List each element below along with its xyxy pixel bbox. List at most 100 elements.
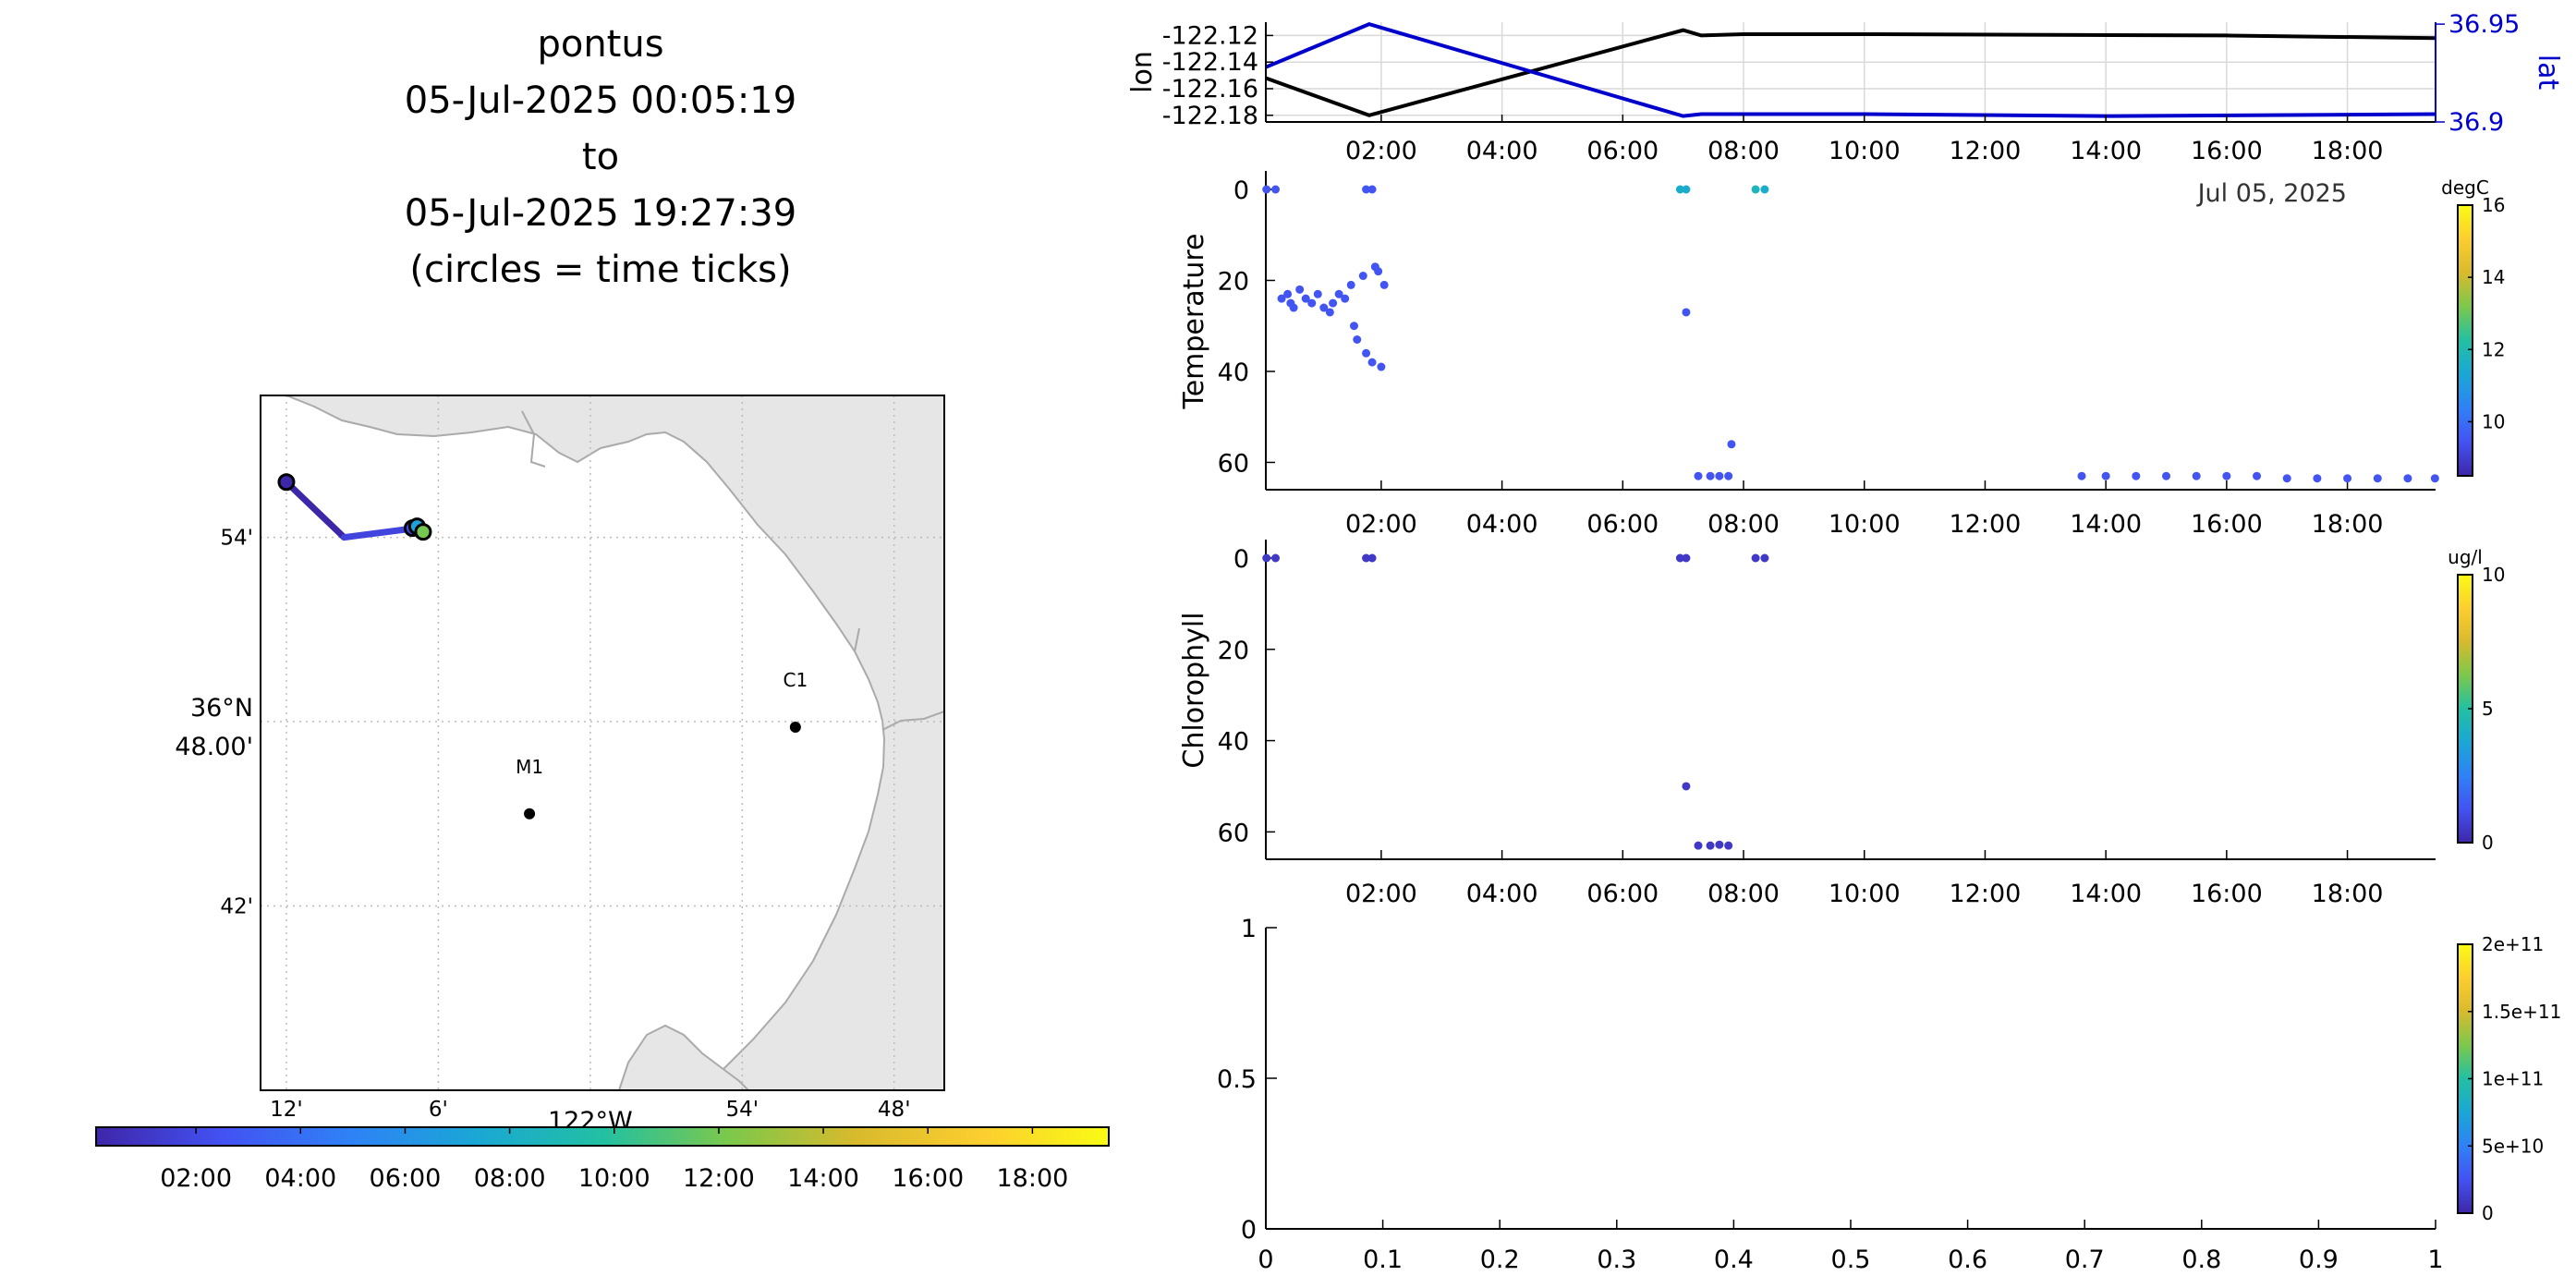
title-line-platform: pontus: [537, 23, 664, 66]
chlorophyll-colorbar-tick-label: 10: [2482, 564, 2505, 586]
temperature-y-tick-label: 40: [1218, 358, 1249, 387]
temperature-colorbar-tick-label: 12: [2482, 338, 2505, 360]
chlorophyll-data-point: [1362, 553, 1371, 563]
empty-panel: 0 0.5 1 0 0.1 0.2 0.3 0.4 0.5 0.6 0.7 0.8 0.9 1 0 5e+10…: [1217, 915, 2561, 1274]
chlorophyll-data-point: [1262, 553, 1271, 563]
chlorophyll-data-point: [1682, 553, 1691, 563]
chlorophyll-x-tick-label: 16:00: [2191, 880, 2263, 908]
lon-tick-label: -122.12: [1162, 21, 1258, 50]
temperature-data-point: [1377, 362, 1386, 371]
lonlat-x-tick-label: 10:00: [1829, 137, 1901, 165]
chlorophyll-data-point: [1751, 553, 1760, 563]
time-colorbar-tick-label: 06:00: [370, 1164, 442, 1193]
lon-tick-label: -122.18: [1162, 102, 1258, 130]
chlorophyll-data-point: [1760, 553, 1769, 563]
empty-x-tick-label: 0.2: [1480, 1245, 1520, 1274]
temperature-x-tick-label: 04:00: [1466, 510, 1538, 539]
lonlat-x-tick-label: 06:00: [1586, 137, 1659, 165]
title-line-start: 05-Jul-2025 00:05:19: [404, 79, 797, 122]
chlorophyll-x-tick-label: 12:00: [1950, 880, 2022, 908]
lonlat-x-tick-label: 02:00: [1345, 137, 1417, 165]
chlorophyll-x-tick-label: 04:00: [1466, 880, 1538, 908]
map-lon-tick-label: 54': [725, 1098, 759, 1122]
temperature-data-point: [1262, 185, 1271, 194]
chlorophyll-y-tick-label: 20: [1218, 637, 1249, 665]
time-colorbar-tick-label: 08:00: [474, 1164, 546, 1193]
time-colorbar-gradient: [95, 1126, 1110, 1147]
temperature-data-point: [2162, 471, 2171, 480]
mooring-markers: M1 C1: [516, 669, 808, 820]
chlorophyll-colorbar-tick-label: 0: [2482, 832, 2494, 854]
map-lat-tick-label: 54': [220, 527, 253, 551]
temperature-data-point: [2222, 471, 2231, 480]
chlorophyll-y-tick-label: 0: [1233, 545, 1249, 574]
temperature-data-point: [1289, 303, 1298, 312]
temperature-y-tick-label: 0: [1233, 176, 1249, 205]
temperature-data-point: [1341, 294, 1350, 303]
title-line-note: (circles = time ticks): [409, 249, 792, 291]
lon-lat-panel: -122.12-122.14-122.16-122.18 36.95 36.9 02:…: [1126, 10, 2564, 165]
temperature-data-point: [1325, 308, 1334, 317]
lon-series-line: [1265, 28, 2436, 117]
empty-x-tick-label: 1: [2427, 1245, 2443, 1274]
chlorophyll-colorbar-unit: ug/l: [2448, 546, 2483, 568]
chlorophyll-x-tick-label: 18:00: [2312, 880, 2384, 908]
chlorophyll-x-tick-label: 14:00: [2070, 880, 2142, 908]
chlorophyll-panel: 0 20 40 60 02:00 04:00 06:00 08:00 10:00 12:00 14:…: [1178, 540, 2505, 908]
temperature-data-point: [1724, 471, 1733, 480]
temperature-data-point: [1346, 280, 1355, 289]
chlorophyll-data-point: [1271, 553, 1281, 563]
river-pajaro: [854, 627, 860, 652]
temperature-data-point: [1313, 289, 1322, 298]
vehicle-track: [277, 473, 432, 541]
temperature-data-point: [1301, 294, 1310, 303]
track-segment: [340, 525, 419, 541]
temperature-colorbar-tick-label: 16: [2482, 194, 2505, 216]
temperature-data-point: [1358, 272, 1367, 281]
empty-x-tick-label: 0.1: [1363, 1245, 1403, 1274]
temperature-data-point: [1682, 308, 1691, 317]
chlorophyll-x-tick-label: 06:00: [1586, 880, 1659, 908]
time-colorbar-tick-label: 14:00: [787, 1164, 859, 1193]
empty-x-tick-label: 0.7: [2065, 1245, 2105, 1274]
river-salinas: [881, 711, 944, 731]
mooring-label: M1: [516, 756, 543, 778]
temperature-data-point: [1374, 267, 1383, 276]
temperature-data-point: [1760, 185, 1769, 194]
lonlat-x-tick-label: 04:00: [1466, 137, 1538, 165]
empty-x-tick-label: 0.5: [1831, 1245, 1871, 1274]
temperature-data-point: [1271, 185, 1281, 194]
chlorophyll-data-point: [1724, 841, 1733, 850]
temperature-y-tick-label: 20: [1218, 267, 1249, 296]
lat-tick-label: 36.9: [2448, 108, 2504, 137]
empty-x-tick-label: 0.6: [1948, 1245, 1987, 1274]
temperature-data-point: [1751, 185, 1760, 194]
temperature-data-point: [2192, 471, 2201, 480]
temperature-colorbar-unit: degC: [2441, 176, 2489, 199]
empty-x-tick-label: 0.4: [1714, 1245, 1754, 1274]
temperature-data-point: [1367, 358, 1377, 367]
temperature-x-tick-label: 06:00: [1586, 510, 1659, 539]
time-colorbar-tick-label: 04:00: [264, 1164, 336, 1193]
temperature-x-tick-label: 10:00: [1829, 510, 1901, 539]
temperature-data-point: [1334, 289, 1343, 298]
temperature-data-point: [2077, 471, 2086, 480]
temperature-data-point: [1349, 322, 1358, 331]
time-colorbar-tick-label: 12:00: [683, 1164, 755, 1193]
map-lon-tick-label: 12': [270, 1098, 303, 1122]
temperature-data-point: [1277, 294, 1286, 303]
title-line-end: 05-Jul-2025 19:27:39: [404, 192, 797, 235]
lonlat-x-tick-label: 14:00: [2070, 137, 2142, 165]
empty-x-tick-label: 0.9: [2299, 1245, 2339, 1274]
empty-colorbar-tick-label: 1.5e+11: [2482, 1001, 2561, 1023]
time-colorbar-tick-label: 10:00: [578, 1164, 650, 1193]
empty-x-tick-label: 0.8: [2181, 1245, 2221, 1274]
mooring-label: C1: [783, 669, 808, 691]
temperature-colorbar-tick-label: 14: [2482, 266, 2505, 288]
temperature-data-point: [2373, 474, 2382, 483]
chlorophyll-axis-label: Chlorophyll: [1178, 612, 1210, 768]
map-lat-tick-label: 36°N: [190, 694, 253, 723]
temperature-data-point: [1319, 303, 1329, 312]
lonlat-x-tick-label: 12:00: [1950, 137, 2022, 165]
land-north: [261, 395, 944, 1090]
